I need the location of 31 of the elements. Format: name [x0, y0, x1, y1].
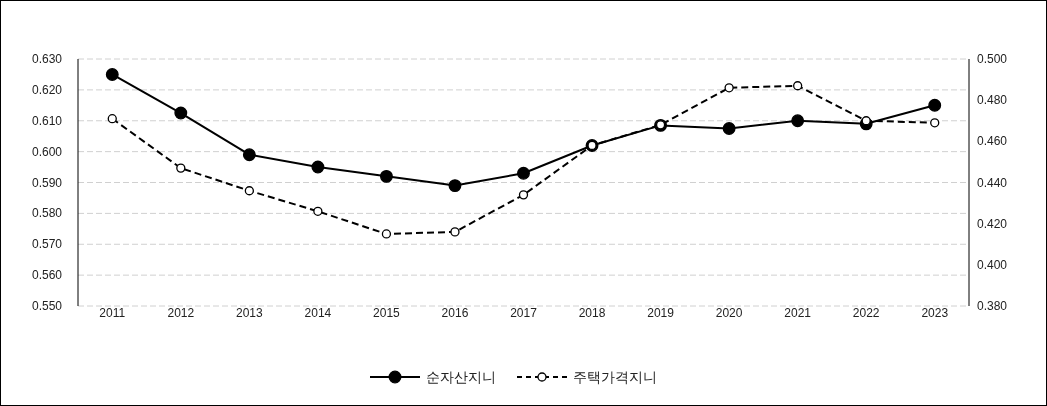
y2-tick-label: 0.400	[977, 257, 1008, 272]
x-tick-label: 2013	[235, 306, 264, 320]
y-tick-label: 0.550	[31, 299, 63, 313]
y2-tick-label: 0.440	[977, 175, 1008, 190]
legend-label: 순자산지니	[426, 369, 496, 385]
y2-tick-label: 0.480	[977, 93, 1008, 108]
x-tick-label: 2011	[99, 306, 126, 320]
y-tick-label: 0.590	[31, 175, 63, 190]
legend-label: 주택가격지니	[573, 369, 657, 385]
y-tick-label: 0.560	[31, 268, 63, 283]
x-tick-label: 2017	[510, 306, 538, 320]
x-tick-label: 2020	[715, 306, 743, 320]
y-tick-label: 0.620	[31, 82, 63, 97]
y-tick-label: 0.630	[31, 52, 63, 66]
y-tick-label: 0.610	[31, 113, 63, 128]
x-tick-label: 2019	[647, 306, 675, 320]
y-tick-label: 0.580	[31, 206, 63, 221]
y-tick-label: 0.570	[31, 237, 63, 252]
x-tick-label: 2018	[578, 306, 606, 320]
y-tick-label: 0.600	[31, 144, 63, 159]
x-tick-label: 2015	[373, 306, 401, 320]
x-tick-label: 2014	[304, 306, 332, 320]
x-tick-label: 2021	[784, 306, 812, 320]
y2-tick-label: 0.460	[977, 134, 1008, 149]
x-tick-label: 2022	[852, 306, 880, 320]
y2-tick-label: 0.500	[977, 52, 1008, 66]
y2-tick-label: 0.420	[977, 216, 1008, 231]
x-tick-label: 2016	[441, 306, 469, 320]
x-tick-label: 2012	[167, 306, 195, 320]
x-tick-label: 2023	[921, 306, 949, 320]
y2-tick-label: 0.380	[977, 299, 1008, 313]
